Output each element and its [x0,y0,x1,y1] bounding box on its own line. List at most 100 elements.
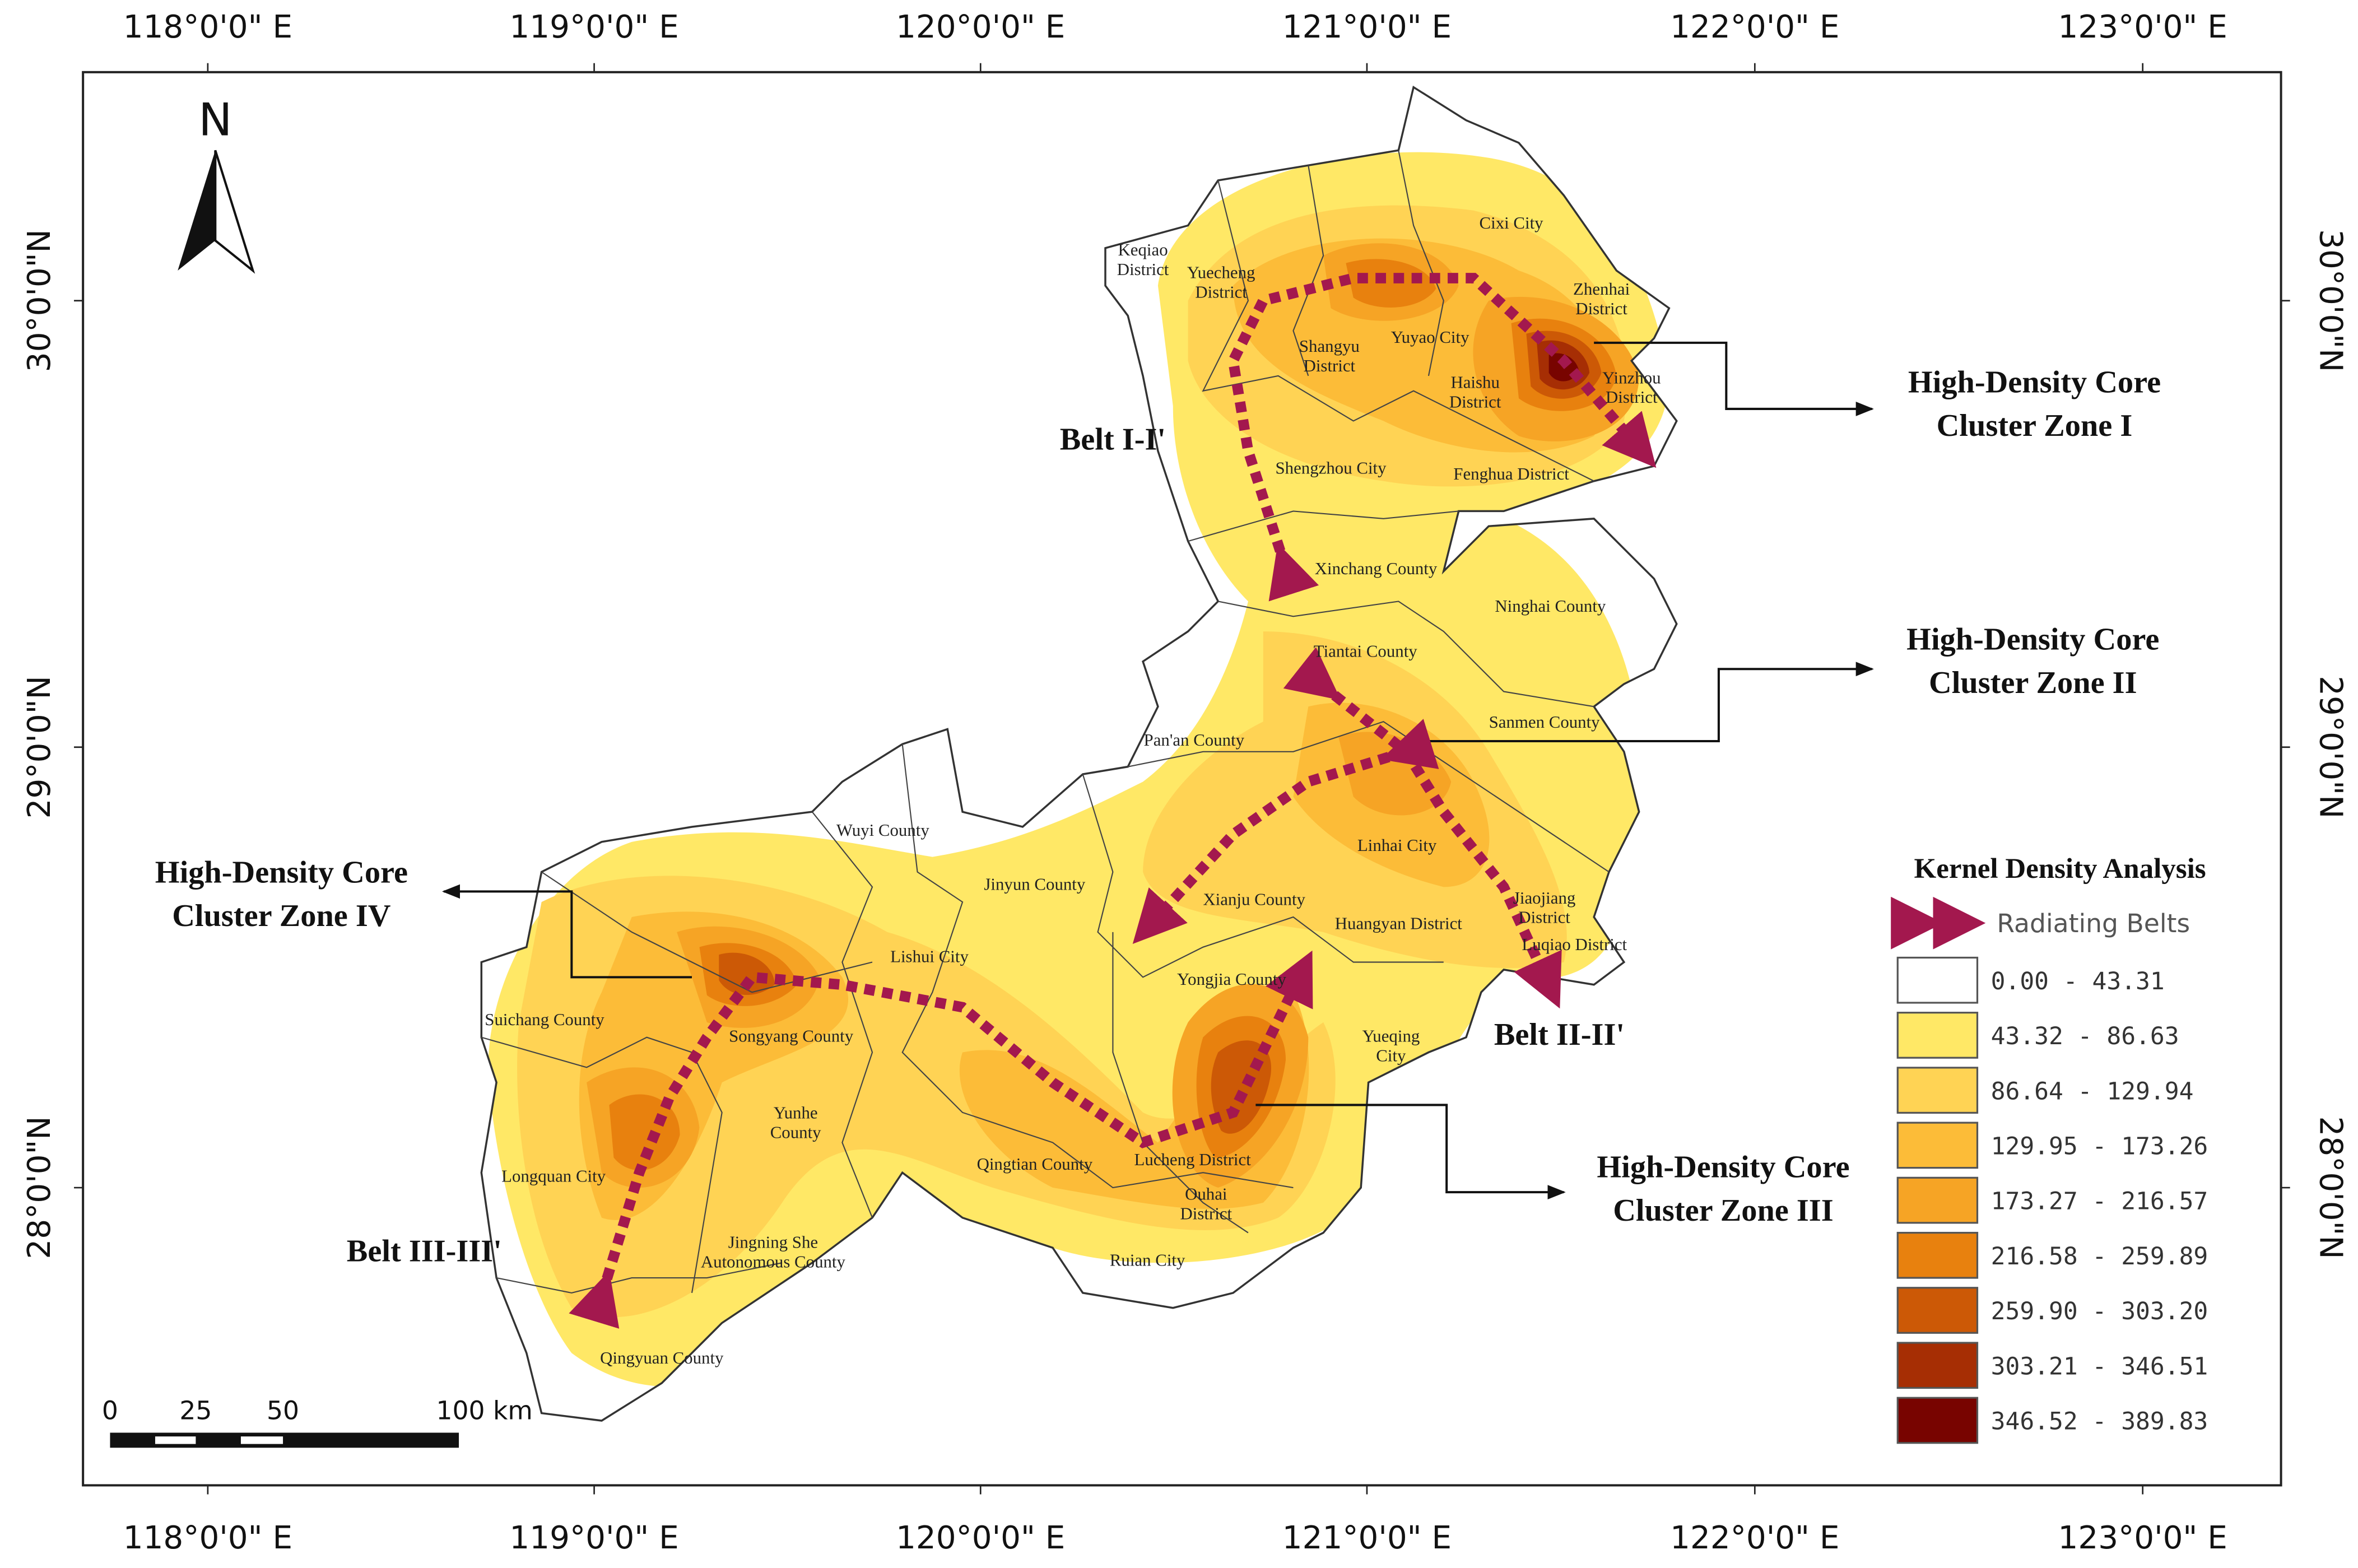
legend-title: Kernel Density Analysis [1914,853,2206,885]
cluster-annotation: High-Density Core [1908,365,2161,399]
legend-label: 0.00 - 43.31 [1991,967,2165,995]
county-label: Lishui City [890,947,969,966]
county-label: Cixi City [1480,213,1544,232]
county-label: Luqiao District [1522,935,1627,954]
legend-swatch [1896,1342,1979,1389]
longitude-label: 121°0'0" E [1282,9,1452,45]
cluster-annotation: Cluster Zone II [1929,666,2137,700]
county-label: Xianju County [1203,890,1305,909]
legend-swatch [1896,1176,1979,1224]
density-class-5 [1346,259,1436,308]
county-label: Yueqing [1362,1027,1420,1046]
county-label: Jinyun County [984,875,1085,894]
legend-swatch [1896,1287,1979,1334]
scale-bar [110,1432,459,1448]
legend-swatch [1896,1231,1979,1279]
scale-label: 0 [102,1395,118,1425]
latitude-label: 28°0'0"N [2312,1116,2348,1259]
legend-label: 259.90 - 303.20 [1991,1297,2208,1325]
north-arrow-half [214,150,255,274]
longitude-label: 123°0'0" E [2058,9,2227,45]
longitude-label: 120°0'0" E [896,9,1065,45]
county-label: Yongjia County [1177,970,1286,989]
county-label: District [1449,392,1501,411]
belt-label: Belt III-III' [347,1234,502,1269]
county-label: Zhenhai [1573,280,1630,299]
longitude-label: 121°0'0" E [1282,1520,1452,1556]
north-arrow [178,150,255,274]
latitude-label: 28°0'0"N [21,1116,58,1259]
county-label: County [770,1123,821,1142]
county-label: Qingyuan County [600,1348,724,1367]
legend-label: 346.52 - 389.83 [1991,1408,2208,1436]
cluster-annotation: Cluster Zone I [1937,408,2133,443]
radiating-belt [1227,273,1657,602]
county-label: District [1606,388,1658,407]
county-label: Longquan City [501,1166,606,1185]
county-label: Fenghua District [1453,464,1569,483]
longitude-label: 122°0'0" E [1670,1520,1839,1556]
county-label: District [1195,282,1247,301]
legend-label: 43.32 - 86.63 [1991,1022,2179,1050]
county-label: Shangyu [1299,337,1360,356]
leader-line [1594,341,1874,416]
latitude-label: 29°0'0"N [2312,676,2348,818]
county-label: Autonomous County [701,1252,846,1271]
county-label: Songyang County [729,1027,854,1046]
legend-label: 173.27 - 216.57 [1991,1188,2208,1216]
cluster-annotation: High-Density Core [155,855,408,890]
longitude-label: 118°0'0" E [123,9,292,45]
radiating-belt [569,950,1313,1329]
county-label: Wuyi County [836,821,929,840]
belt-label: Belt I-I' [1060,422,1166,457]
cluster-annotation: High-Density Core [1597,1150,1849,1184]
county-label: City [1376,1046,1406,1066]
county-label: Linhai City [1357,836,1437,855]
county-label: Shengzhou City [1276,458,1387,477]
north-label: N [198,94,232,146]
county-label: District [1304,356,1356,375]
scale-bar-segment [240,1436,283,1444]
belt-label: Belt II-II' [1494,1017,1625,1052]
county-label: District [1575,299,1627,318]
legend-label: 129.95 - 173.26 [1991,1132,2208,1160]
county-label: Yuyao City [1391,328,1469,347]
county-label: Keqiao [1118,240,1168,259]
leader-line [1428,662,1874,743]
county-label: Tiantai County [1314,642,1417,661]
county-label: Yunhe [774,1104,818,1123]
county-label: Lucheng District [1134,1150,1252,1169]
county-label: Jiaojiang [1513,888,1575,908]
county-label: Sanmen County [1489,713,1601,732]
county-label: Ouhai [1185,1185,1227,1204]
longitude-label: 123°0'0" E [2058,1520,2227,1556]
county-label: Haishu [1450,373,1499,392]
radiating-belts [569,273,1657,1329]
leader-line [1255,1104,1566,1199]
county-label: Yinzhou [1602,368,1661,387]
county-label: Huangyan District [1335,914,1463,933]
county-label: Jingning She [728,1232,818,1251]
boundary [1398,150,1444,376]
legend-swatch [1896,1067,1979,1114]
legend-swatch [1896,1012,1979,1059]
legend-swatch [1896,1397,1979,1444]
legend-swatch [1896,956,1979,1004]
longitude-label: 119°0'0" E [509,1520,678,1556]
county-label: District [1117,260,1169,279]
north-arrow-half [178,150,216,271]
legend-belt-label: Radiating Belts [1997,909,2190,938]
cluster-annotation: Cluster Zone IV [172,899,391,933]
latitude-label: 29°0'0"N [21,676,58,818]
longitude-label: 118°0'0" E [123,1520,292,1556]
scale-label: 25 [179,1395,212,1425]
county-label: Qingtian County [977,1155,1093,1174]
county-label: Yuecheng [1187,263,1255,282]
longitude-label: 119°0'0" E [509,9,678,45]
legend-label: 303.21 - 346.51 [1991,1352,2208,1380]
cluster-annotation: High-Density Core [1906,622,2159,657]
longitude-label: 122°0'0" E [1670,9,1839,45]
latitude-label: 30°0'0"N [21,229,58,372]
